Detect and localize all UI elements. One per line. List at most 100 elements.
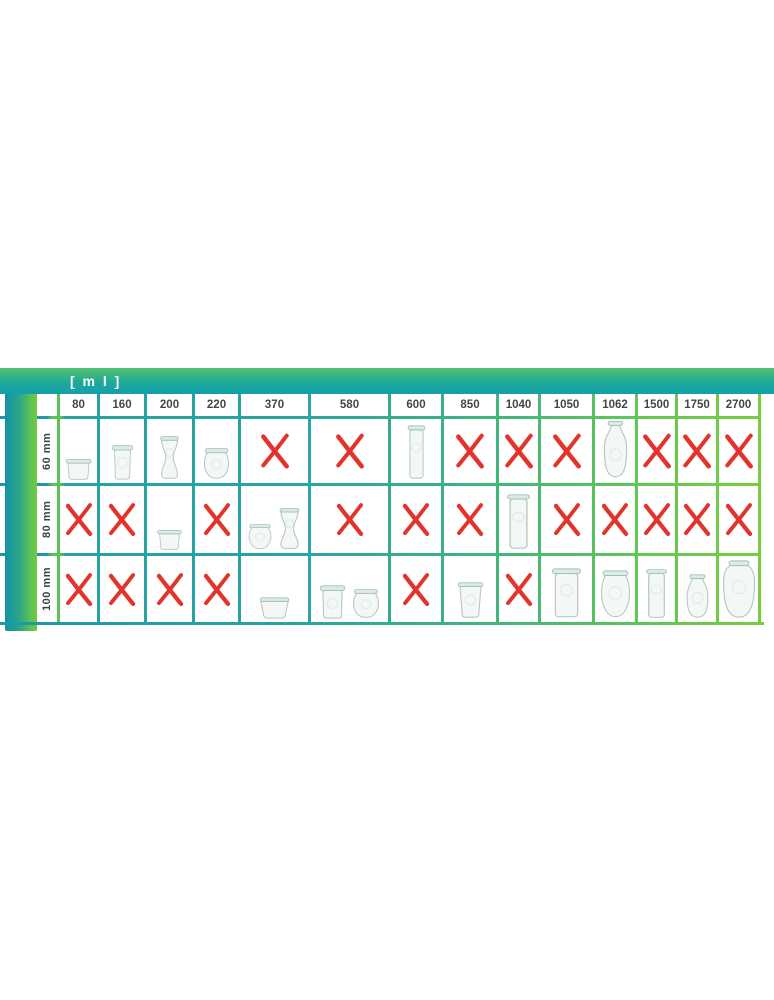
cross-icon — [683, 433, 711, 469]
ml-unit-label: [ m l ] — [70, 373, 122, 389]
jar-icon-tulip-bulb — [600, 570, 630, 618]
matrix-cell-100mm-1062 — [595, 556, 635, 622]
bottom-rule — [0, 622, 764, 625]
matrix-cell-80mm-2700 — [719, 486, 758, 553]
matrix-cell-60mm-370 — [241, 419, 308, 483]
jar-icon-tulip-cup — [203, 448, 230, 479]
jar-icon-cylinder — [646, 569, 667, 618]
jar-icon-flared-cyl — [551, 568, 582, 618]
jar-icon-cylinder — [407, 425, 425, 479]
cross-icon — [402, 503, 430, 537]
matrix-cell-80mm-1040 — [499, 486, 538, 553]
cross-icon — [65, 503, 92, 537]
matrix-cell-60mm-200 — [147, 419, 192, 483]
jar-icon-straight-jar — [319, 585, 346, 619]
diameter-gradient-bar — [5, 394, 37, 631]
matrix-cell-80mm-370 — [241, 486, 308, 553]
cross-icon — [336, 503, 363, 537]
jar-size-matrix: 80 160 200 220 370 580 600 850 1040 1050 1062 1500 1… — [0, 394, 764, 631]
volume-header-1750: 1750 — [678, 394, 716, 416]
matrix-cell-60mm-1062 — [595, 419, 635, 483]
matrix-cell-80mm-850 — [444, 486, 496, 553]
volume-header-2700: 2700 — [719, 394, 758, 416]
diameter-label: 80 mm — [41, 500, 53, 539]
matrix-cell-80mm-80 — [60, 486, 97, 553]
matrix-cell-80mm-1050 — [541, 486, 592, 553]
volume-header-850: 850 — [444, 394, 496, 416]
cross-icon — [402, 572, 430, 606]
cross-icon — [504, 433, 533, 469]
matrix-cell-60mm-1040 — [499, 419, 538, 483]
volume-header-370: 370 — [241, 394, 308, 416]
matrix-cell-100mm-1050 — [541, 556, 592, 622]
matrix-cell-60mm-580 — [311, 419, 388, 483]
jar-icon-mold-squat — [65, 459, 92, 480]
matrix-cell-100mm-1500 — [638, 556, 675, 622]
matrix-cell-80mm-1062 — [595, 486, 635, 553]
matrix-cell-100mm-200 — [147, 556, 192, 622]
matrix-cell-100mm-850 — [444, 556, 496, 622]
cross-icon — [724, 433, 753, 469]
matrix-cell-80mm-580 — [311, 486, 388, 553]
matrix-cell-60mm-1050 — [541, 419, 592, 483]
jar-icon-juice-bottle — [603, 420, 627, 478]
matrix-cell-100mm-1750 — [678, 556, 716, 622]
cross-icon — [683, 503, 711, 537]
jar-icon-corset — [160, 436, 179, 479]
matrix-cell-100mm-600 — [391, 556, 441, 622]
volume-header-600: 600 — [391, 394, 441, 416]
matrix-cell-80mm-200 — [147, 486, 192, 553]
matrix-cell-100mm-370 — [241, 556, 308, 622]
jar-icon-bowl — [259, 597, 290, 619]
volume-header-1500: 1500 — [638, 394, 675, 416]
cross-icon — [203, 503, 230, 537]
cross-icon — [643, 503, 670, 537]
matrix-cell-60mm-1750 — [678, 419, 716, 483]
cross-icon — [156, 572, 183, 606]
matrix-cell-80mm-1500 — [638, 486, 675, 553]
jar-icon-corset — [279, 508, 300, 549]
matrix-cell-60mm-2700 — [719, 419, 758, 483]
matrix-cell-80mm-220 — [195, 486, 238, 553]
volume-header-160: 160 — [100, 394, 144, 416]
cross-icon — [456, 503, 484, 537]
cross-icon — [725, 503, 752, 537]
volume-header-580: 580 — [311, 394, 388, 416]
cross-icon — [601, 503, 629, 537]
jar-icon-mold-squat — [157, 530, 182, 550]
cross-icon — [65, 572, 92, 606]
cross-icon — [335, 433, 364, 469]
jar-icon-bulb-large — [722, 560, 755, 618]
cross-icon — [456, 433, 484, 469]
volume-header-1040: 1040 — [499, 394, 538, 416]
ml-unit-bar: [ m l ] — [0, 368, 774, 394]
matrix-cell-80mm-160 — [100, 486, 144, 553]
cross-icon — [505, 572, 532, 606]
matrix-cell-60mm-1500 — [638, 419, 675, 483]
matrix-cell-60mm-80 — [60, 419, 97, 483]
matrix-cell-100mm-580 — [311, 556, 388, 622]
jar-icon-tapered — [457, 582, 483, 618]
diameter-label: 60 mm — [41, 432, 53, 470]
cross-icon — [203, 572, 230, 606]
diameter-label: 100 mm — [41, 567, 53, 611]
jar-icon-pear-bottle — [686, 574, 708, 618]
cross-icon — [642, 433, 671, 469]
jar-icon-tulip-cup — [353, 589, 379, 618]
cross-icon — [108, 572, 136, 606]
matrix-cell-100mm-160 — [100, 556, 144, 622]
matrix-cell-80mm-600 — [391, 486, 441, 553]
volume-header-220: 220 — [195, 394, 238, 416]
jar-icon-cylinder — [507, 494, 530, 549]
jar-icon-mold-tall — [111, 445, 133, 480]
volume-header-1050: 1050 — [541, 394, 592, 416]
matrix-cell-60mm-160 — [100, 419, 144, 483]
matrix-cell-80mm-1750 — [678, 486, 716, 553]
cross-icon — [553, 503, 580, 537]
matrix-cell-60mm-600 — [391, 419, 441, 483]
matrix-cell-100mm-1040 — [499, 556, 538, 622]
matrix-cell-100mm-80 — [60, 556, 97, 622]
volume-header-80: 80 — [60, 394, 97, 416]
matrix-cell-100mm-2700 — [719, 556, 758, 622]
cross-icon — [108, 503, 136, 537]
